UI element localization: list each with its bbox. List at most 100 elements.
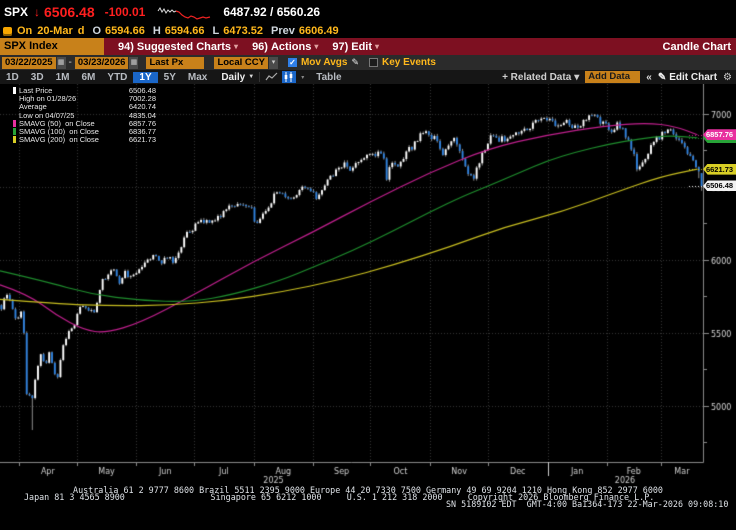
legend-row-smavg200[interactable]: SMAVG (200) on Close 6621.73: [13, 135, 156, 145]
quote-date: 20-Mar: [37, 25, 73, 37]
key-events-checkbox[interactable]: [369, 58, 378, 67]
line-chart-icon[interactable]: [265, 72, 278, 82]
table-button[interactable]: Table: [316, 71, 342, 83]
legend-row-high[interactable]: High on 01/28/26 7002.28: [13, 93, 156, 103]
gear-icon[interactable]: ⚙: [723, 71, 732, 83]
date-range-dash: -: [68, 57, 72, 68]
range-tab-5y[interactable]: 5Y: [163, 71, 176, 83]
legend-swatch-magenta: [13, 119, 16, 127]
edit-chart-button[interactable]: ✎ Edit Chart: [658, 72, 717, 83]
price-change: -100.01: [104, 5, 146, 19]
calendar-icon[interactable]: ▦: [56, 56, 66, 69]
footer-contacts-line1: Australia 61 2 9777 8600 Brazil 5511 239…: [73, 485, 663, 495]
date-to-input[interactable]: 03/23/2026: [74, 56, 129, 69]
range-tab-1m[interactable]: 1M: [55, 71, 70, 83]
legend-label: SMAVG (200) on Close: [19, 135, 99, 145]
alert-icon: [3, 26, 12, 36]
legend-row-last-price[interactable]: Last Price 6506.48: [13, 85, 156, 95]
legend-swatch-yellow: [13, 136, 16, 144]
pencil-icon[interactable]: ✎: [351, 57, 359, 67]
menu-label: Actions: [270, 40, 312, 53]
legend-swatch-white: [13, 86, 16, 94]
period-label: Daily: [221, 71, 246, 83]
range-tab-ytd[interactable]: YTD: [107, 71, 128, 83]
related-data-button[interactable]: + Related Data ▾: [502, 72, 579, 83]
legend-value: 4835.04: [128, 110, 156, 120]
edit-chart-label: Edit Chart: [669, 71, 718, 83]
chevron-down-icon: ▾: [234, 42, 239, 51]
frequency-flag: d: [77, 25, 85, 37]
price-field-select[interactable]: Last Px: [146, 56, 205, 69]
axis-tag-smavg50: 6857.76: [703, 129, 736, 141]
legend-row-smavg100[interactable]: SMAVG (100) on Close 6836.77: [13, 127, 156, 137]
range-tab-1y[interactable]: 1Y: [133, 71, 158, 83]
settings-bar: 03/22/2025 ▦ - 03/23/2026 ▦ Last Px Loca…: [0, 55, 736, 70]
chevron-down-icon[interactable]: ▾: [268, 56, 278, 69]
key-events-label[interactable]: Key Events: [382, 57, 436, 68]
mov-avgs-checkbox[interactable]: ✓: [287, 58, 297, 67]
period-select[interactable]: Daily ▼: [221, 72, 254, 83]
legend-label: Average: [19, 102, 47, 112]
menu-key: 97): [332, 40, 349, 53]
legend-value: 6836.77: [128, 127, 156, 137]
range-toolbar: 1D 3D 1M 6M YTD 1Y 5Y Max Daily ▼ ▾ Tabl…: [0, 70, 736, 85]
mov-avgs-label[interactable]: Mov Avgs: [300, 57, 348, 68]
menu-actions[interactable]: 96) Actions ▾: [252, 41, 318, 53]
legend-row-low[interactable]: Low on 04/07/25 4835.04: [13, 110, 156, 120]
ohlc-line: On 20-Mar d O 6594.66 H 6594.66 L 6473.5…: [0, 24, 736, 38]
legend-value: 6506.48: [128, 85, 156, 95]
currency-select[interactable]: Local CCY: [214, 56, 268, 69]
low-value: 6473.52: [223, 25, 264, 37]
chevron-down-icon: ▾: [574, 71, 580, 83]
add-data-input[interactable]: Add Data: [585, 71, 641, 83]
calendar-icon[interactable]: ▦: [129, 56, 139, 69]
open-label: O: [92, 25, 102, 37]
legend-label: SMAVG (50) on Close: [19, 118, 95, 128]
menu-label: Suggested Charts: [136, 40, 232, 53]
legend-value: 6857.76: [128, 118, 156, 128]
down-arrow-icon: ↓: [34, 5, 41, 19]
menu-label: Edit: [351, 40, 373, 53]
date-from-input[interactable]: 03/22/2025: [2, 56, 56, 69]
chevron-down-icon: ▾: [375, 42, 380, 51]
pencil-icon: ✎: [657, 71, 667, 83]
menu-edit[interactable]: 97) Edit ▾: [332, 41, 379, 53]
prev-value: 6606.49: [298, 25, 339, 37]
chevron-down-icon[interactable]: ▾: [301, 74, 305, 81]
legend-value: 6420.74: [128, 102, 156, 112]
security-input[interactable]: SPX Index: [0, 38, 104, 55]
range-tab-1d[interactable]: 1D: [6, 71, 19, 83]
legend-swatch-none: [13, 95, 16, 102]
menu-suggested-charts[interactable]: 94) Suggested Charts ▾: [118, 41, 238, 53]
legend-label: Last Price: [19, 85, 53, 95]
menu-key: 96): [252, 40, 268, 53]
legend-value: 7002.28: [128, 93, 156, 103]
range-tab-3d[interactable]: 3D: [30, 71, 44, 83]
chevron-down-icon: ▼: [248, 74, 255, 80]
legend-row-average[interactable]: Average 6420.74: [13, 102, 156, 112]
high-label: H: [152, 25, 161, 37]
ticker-symbol: SPX: [4, 5, 29, 19]
axis-tag-smavg200: 6621.73: [703, 163, 736, 175]
legend-swatch-green: [13, 128, 16, 136]
legend-label: Low on 04/07/25: [19, 110, 75, 120]
legend-label: SMAVG (100) on Close: [19, 127, 99, 137]
low-label: L: [212, 25, 220, 37]
axis-tag-last-price: 6506.48: [703, 180, 736, 192]
related-data-label: + Related Data: [502, 71, 572, 83]
open-value: 6594.66: [105, 25, 145, 37]
collapse-panel-icon[interactable]: «: [646, 71, 652, 83]
legend-row-smavg50[interactable]: SMAVG (50) on Close 6857.76: [13, 118, 156, 128]
candle-chart-icon[interactable]: [282, 71, 297, 83]
bid-ask-range: 6487.92 / 6560.26: [223, 5, 321, 19]
range-tab-max[interactable]: Max: [187, 71, 208, 83]
legend-value: 6621.73: [128, 135, 156, 145]
intraday-sparkline: [157, 7, 211, 20]
menu-bar: SPX Index 94) Suggested Charts ▾ 96) Act…: [0, 38, 736, 55]
range-tab-6m[interactable]: 6M: [81, 71, 96, 83]
price-chart-canvas[interactable]: [0, 84, 736, 490]
legend-label: High on 01/28/26: [19, 93, 77, 103]
prev-label: Prev: [271, 25, 295, 37]
menu-key: 94): [118, 40, 134, 53]
